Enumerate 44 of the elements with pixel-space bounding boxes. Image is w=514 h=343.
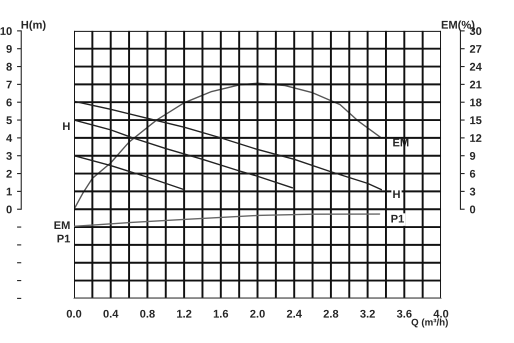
y-tick-label: 5: [6, 116, 12, 124]
line-series: [74, 119, 294, 189]
y2-tick-label: 18: [470, 98, 482, 106]
x-tick-label: 1.2: [177, 310, 192, 318]
text: H: [63, 122, 70, 130]
y2-tick-label: 6: [470, 170, 476, 178]
y-tick-label: 0: [6, 205, 12, 214]
y-tick-label: 1: [6, 188, 12, 196]
y-tick-label: 7: [6, 80, 12, 88]
line-series: [74, 100, 382, 190]
y2-tick-label: 12: [470, 134, 482, 142]
line-series: [74, 82, 382, 210]
y-tick-label: 6: [6, 98, 12, 106]
x-tick-label: 0.4: [103, 310, 118, 318]
y-tick-label: 10: [0, 27, 12, 36]
y-axis-title: H(m): [22, 20, 46, 31]
y2-tick-label: 21: [470, 80, 482, 88]
x-tick-label: 0.8: [140, 310, 155, 318]
x-tick-label: 3.2: [360, 310, 375, 318]
text: EM: [54, 221, 70, 230]
y-tick-label: 9: [6, 44, 12, 53]
x-tick-label: 4.0: [433, 310, 448, 318]
y-tick-label: 4: [6, 134, 12, 142]
line-series: [74, 213, 380, 228]
x-tick-label: 3.6: [396, 310, 412, 318]
text: P1: [58, 234, 70, 242]
y2-tick-label: 3: [470, 188, 476, 196]
x-axis-title: Q (m³/h): [411, 318, 448, 328]
series-label: H: [393, 190, 400, 198]
series-label: P1: [391, 214, 404, 222]
y-tick-label: 2: [6, 170, 12, 178]
x-tick-label: 1.6: [214, 310, 228, 318]
y2-tick-label: 9: [470, 152, 476, 160]
line-series: [74, 155, 185, 190]
y-tick-label: 3: [6, 152, 12, 160]
x-tick-label: 0.0: [66, 310, 82, 318]
x-tick-label: 2.4: [286, 310, 302, 318]
y2-tick-label: 15: [470, 116, 482, 124]
y-tick-label: 8: [6, 62, 12, 71]
x-tick-label: 2.8: [324, 310, 338, 318]
x-tick-label: 2.0: [250, 310, 265, 318]
y2-tick-label: 0: [470, 205, 476, 214]
y2-tick-label: 24: [470, 62, 482, 71]
y2-tick-label: 27: [470, 44, 482, 53]
